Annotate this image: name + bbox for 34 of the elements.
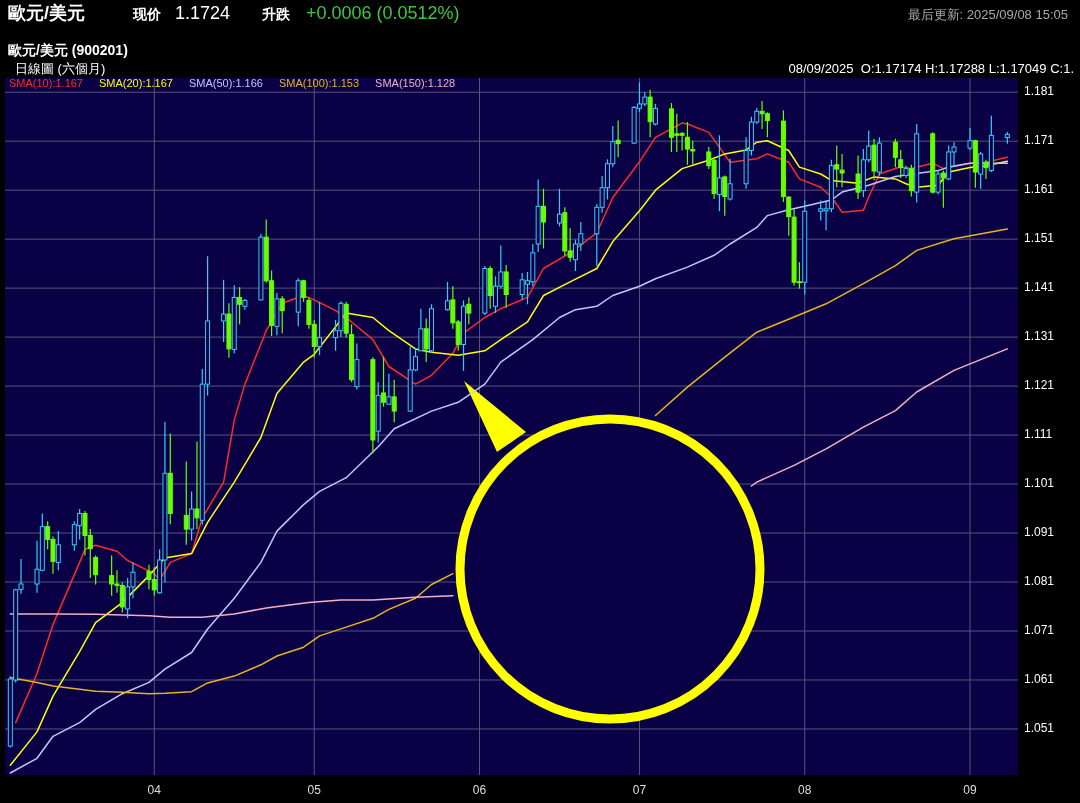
y-tick-label: 1.061 xyxy=(1024,672,1055,687)
chart-title: 歐元/美元 (900201) xyxy=(8,42,128,58)
text: +0.0006 (0.0512%) xyxy=(306,3,460,23)
text: SMA(20):1.167 xyxy=(98,76,173,89)
text: 歐元/美元 xyxy=(8,3,86,23)
y-tick-label: 1.131 xyxy=(1024,329,1055,344)
y-tick-label: 1.171 xyxy=(1024,133,1055,148)
y-tick-label: 1.151 xyxy=(1024,231,1055,246)
text: 升跌 xyxy=(261,6,291,22)
text: SMA(10):1.167 xyxy=(9,76,83,89)
y-tick-label: 1.081 xyxy=(1024,574,1055,589)
y-tick-label: 1.101 xyxy=(1024,476,1055,491)
y-tick-label: 1.091 xyxy=(1024,525,1055,540)
y-tick-label: 1.141 xyxy=(1024,280,1055,295)
x-tick-label: 08 xyxy=(798,783,812,797)
x-tick-label: 06 xyxy=(472,783,487,797)
y-tick-label: 1.181 xyxy=(1024,84,1055,99)
text: 1.1724 xyxy=(175,3,231,23)
y-tick-label: 1.051 xyxy=(1024,721,1055,736)
y-tick-label: 1.111 xyxy=(1024,427,1053,442)
text: SMA(100):1.153 xyxy=(278,76,360,89)
x-tick-label: 09 xyxy=(963,783,978,797)
x-tick-label: 04 xyxy=(147,783,162,797)
text: 08/09/2025 O:1.17174 H:1.17288 L:1.17049 C:1. xyxy=(788,61,1074,76)
x-tick-label: 07 xyxy=(632,783,647,797)
text: 最后更新: 2025/09/08 15:05 xyxy=(907,7,1068,22)
y-tick-label: 1.121 xyxy=(1024,378,1055,393)
text: SMA(50):1.166 xyxy=(188,76,263,89)
y-tick-label: 1.161 xyxy=(1024,182,1055,197)
chart-subtitle: 日線圖 (六個月) xyxy=(15,61,106,76)
text: SMA(150):1.128 xyxy=(375,76,456,89)
x-tick-label: 05 xyxy=(307,783,322,797)
text: 现价 xyxy=(132,6,162,22)
y-tick-label: 1.071 xyxy=(1024,623,1055,638)
